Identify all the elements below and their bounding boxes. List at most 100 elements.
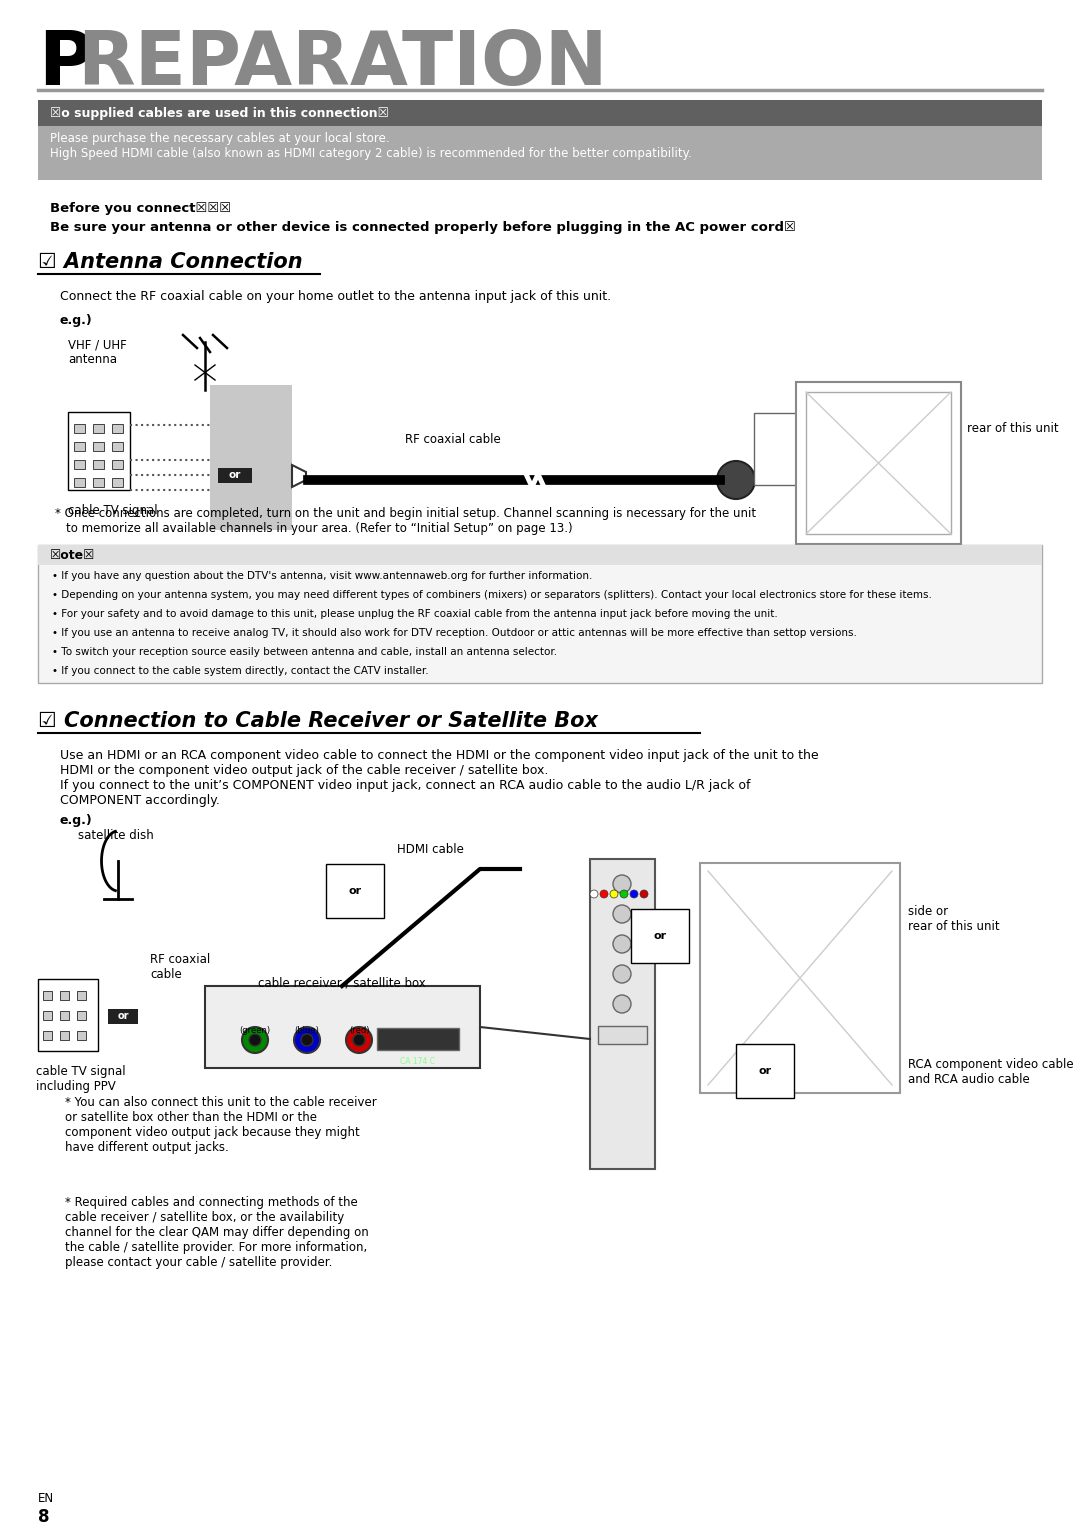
- Text: (blue): (blue): [295, 1025, 320, 1035]
- Text: • For your safety and to avoid damage to this unit, please unplug the RF coaxial: • For your safety and to avoid damage to…: [52, 609, 778, 620]
- Circle shape: [613, 905, 631, 923]
- Bar: [38, 127, 1042, 180]
- Circle shape: [353, 1035, 365, 1045]
- Bar: [205, 986, 480, 1068]
- Bar: [112, 459, 123, 468]
- Text: (green): (green): [240, 1025, 271, 1035]
- Bar: [218, 468, 252, 484]
- Circle shape: [613, 874, 631, 893]
- Polygon shape: [292, 465, 306, 487]
- Text: COMPONENT accordingly.: COMPONENT accordingly.: [60, 794, 220, 807]
- Text: or: or: [653, 931, 666, 942]
- Bar: [38, 545, 1042, 684]
- Text: EN: EN: [38, 1492, 54, 1505]
- Bar: [60, 990, 69, 1000]
- Bar: [377, 1029, 459, 1050]
- Text: ☒ote☒: ☒ote☒: [50, 548, 95, 562]
- Text: If you connect to the unit’s COMPONENT video input jack, connect an RCA audio ca: If you connect to the unit’s COMPONENT v…: [60, 778, 751, 792]
- Text: Please purchase the necessary cables at your local store.: Please purchase the necessary cables at …: [50, 133, 390, 145]
- Circle shape: [294, 1027, 320, 1053]
- Text: HDMI or the component video output jack of the cable receiver / satellite box.: HDMI or the component video output jack …: [60, 765, 549, 777]
- Text: • If you connect to the cable system directly, contact the CATV installer.: • If you connect to the cable system dir…: [52, 665, 429, 676]
- Circle shape: [620, 890, 627, 897]
- Circle shape: [610, 890, 618, 897]
- Bar: [806, 392, 951, 534]
- Bar: [112, 478, 123, 487]
- Text: • If you use an antenna to receive analog TV, it should also work for DTV recept: • If you use an antenna to receive analo…: [52, 629, 856, 638]
- Bar: [77, 1032, 86, 1041]
- Bar: [75, 424, 85, 433]
- Text: or: or: [118, 1012, 129, 1021]
- Text: cable TV signal
including PPV: cable TV signal including PPV: [36, 1065, 125, 1093]
- Bar: [43, 990, 52, 1000]
- Circle shape: [600, 890, 608, 897]
- Bar: [754, 414, 796, 485]
- Bar: [112, 424, 123, 433]
- Bar: [38, 545, 1042, 565]
- Text: Before you connect☒☒☒: Before you connect☒☒☒: [50, 201, 231, 215]
- Bar: [700, 864, 900, 1093]
- Text: RF coaxial cable: RF coaxial cable: [405, 433, 501, 446]
- Bar: [38, 101, 1042, 127]
- Text: or: or: [229, 470, 241, 481]
- Text: • Depending on your antenna system, you may need different types of combiners (m: • Depending on your antenna system, you …: [52, 591, 932, 600]
- Text: ☑ Antenna Connection: ☑ Antenna Connection: [38, 252, 302, 272]
- Text: or: or: [758, 1067, 771, 1076]
- Text: 8: 8: [38, 1508, 50, 1526]
- Bar: [68, 412, 130, 490]
- Text: rear of this unit: rear of this unit: [967, 423, 1058, 435]
- Text: VHF / UHF
antenna: VHF / UHF antenna: [68, 337, 126, 366]
- Circle shape: [590, 890, 598, 897]
- Bar: [75, 459, 85, 468]
- Circle shape: [613, 964, 631, 983]
- Text: * Once connections are completed, turn on the unit and begin initial setup. Chan: * Once connections are completed, turn o…: [55, 507, 756, 520]
- Text: * Required cables and connecting methods of the
cable receiver / satellite box, : * Required cables and connecting methods…: [65, 1196, 368, 1270]
- Bar: [590, 859, 654, 1169]
- Text: High Speed HDMI cable (also known as HDMI category 2 cable) is recommended for t: High Speed HDMI cable (also known as HDM…: [50, 146, 692, 160]
- Text: or: or: [349, 887, 362, 896]
- Text: cable TV signal: cable TV signal: [68, 504, 158, 517]
- Text: REPARATION: REPARATION: [77, 27, 607, 101]
- Text: e.g.): e.g.): [60, 314, 93, 327]
- Bar: [93, 424, 104, 433]
- Text: ☑ Connection to Cable Receiver or Satellite Box: ☑ Connection to Cable Receiver or Satell…: [38, 711, 598, 731]
- Text: e.g.): e.g.): [60, 813, 93, 827]
- Circle shape: [249, 1035, 261, 1045]
- Bar: [43, 1032, 52, 1041]
- Text: CA 174 C: CA 174 C: [401, 1056, 435, 1065]
- Text: Use an HDMI or an RCA component video cable to connect the HDMI or the component: Use an HDMI or an RCA component video ca…: [60, 749, 819, 761]
- Text: P: P: [38, 27, 93, 101]
- Bar: [60, 1012, 69, 1019]
- Bar: [93, 478, 104, 487]
- Circle shape: [613, 935, 631, 954]
- Bar: [108, 1009, 138, 1024]
- Text: • If you have any question about the DTV's antenna, visit www.antennaweb.org for: • If you have any question about the DTV…: [52, 571, 592, 581]
- Circle shape: [717, 461, 755, 499]
- Text: * You can also connect this unit to the cable receiver
or satellite box other th: * You can also connect this unit to the …: [65, 1096, 377, 1154]
- Bar: [77, 1012, 86, 1019]
- Bar: [75, 478, 85, 487]
- Bar: [796, 382, 961, 543]
- Bar: [43, 1012, 52, 1019]
- Text: ☒o supplied cables are used in this connection☒: ☒o supplied cables are used in this conn…: [50, 107, 389, 119]
- Bar: [77, 990, 86, 1000]
- Text: (red): (red): [349, 1025, 369, 1035]
- Text: RCA component video cable
and RCA audio cable: RCA component video cable and RCA audio …: [908, 1058, 1074, 1087]
- Circle shape: [613, 995, 631, 1013]
- Text: • To switch your reception source easily between antenna and cable, install an a: • To switch your reception source easily…: [52, 647, 557, 658]
- Circle shape: [301, 1035, 313, 1045]
- Bar: [210, 385, 292, 530]
- Bar: [93, 443, 104, 452]
- Circle shape: [346, 1027, 372, 1053]
- Text: satellite dish: satellite dish: [78, 829, 153, 842]
- Bar: [112, 443, 123, 452]
- Text: to memorize all available channels in your area. (Refer to “Initial Setup” on pa: to memorize all available channels in yo…: [66, 522, 572, 536]
- Text: side or
rear of this unit: side or rear of this unit: [908, 905, 1000, 932]
- Text: HDMI cable: HDMI cable: [396, 842, 463, 856]
- Text: Connect the RF coaxial cable on your home outlet to the antenna input jack of th: Connect the RF coaxial cable on your hom…: [60, 290, 611, 304]
- Text: Be sure your antenna or other device is connected properly before plugging in th: Be sure your antenna or other device is …: [50, 221, 796, 233]
- Bar: [38, 980, 98, 1051]
- Bar: [75, 443, 85, 452]
- Circle shape: [640, 890, 648, 897]
- Circle shape: [242, 1027, 268, 1053]
